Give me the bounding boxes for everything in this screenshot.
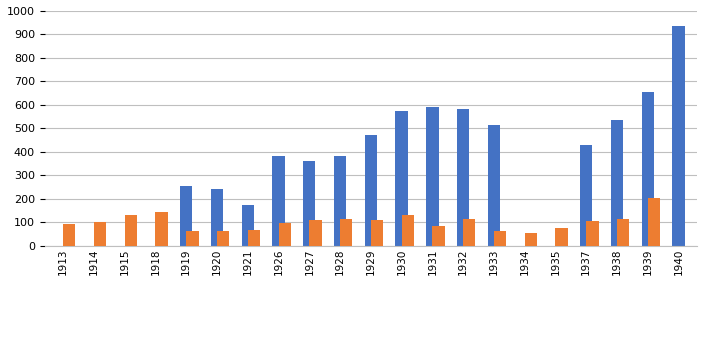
Bar (463, 219, 475, 246)
Bar (365, 135, 377, 246)
Bar (402, 216, 414, 246)
Bar (340, 219, 353, 246)
Bar (248, 230, 260, 246)
Bar (580, 145, 593, 246)
Bar (396, 112, 408, 246)
Bar (63, 224, 75, 246)
Bar (217, 231, 230, 246)
Bar (241, 205, 254, 246)
Bar (334, 156, 346, 246)
Bar (555, 228, 568, 246)
Bar (371, 220, 383, 246)
Bar (94, 222, 106, 246)
Bar (617, 219, 629, 246)
Bar (156, 212, 168, 246)
Bar (611, 120, 623, 246)
Bar (432, 226, 445, 246)
Bar (641, 92, 654, 246)
Bar (187, 231, 199, 246)
Bar (524, 233, 537, 246)
Bar (648, 198, 660, 246)
Bar (279, 223, 291, 246)
Bar (586, 221, 598, 246)
Bar (309, 220, 322, 246)
Bar (125, 215, 137, 246)
Bar (180, 186, 192, 246)
Bar (672, 26, 685, 246)
Bar (426, 107, 439, 246)
Bar (494, 231, 506, 246)
Bar (210, 189, 223, 246)
Bar (303, 161, 315, 246)
Bar (457, 109, 470, 246)
Bar (488, 125, 500, 246)
Bar (272, 156, 284, 246)
